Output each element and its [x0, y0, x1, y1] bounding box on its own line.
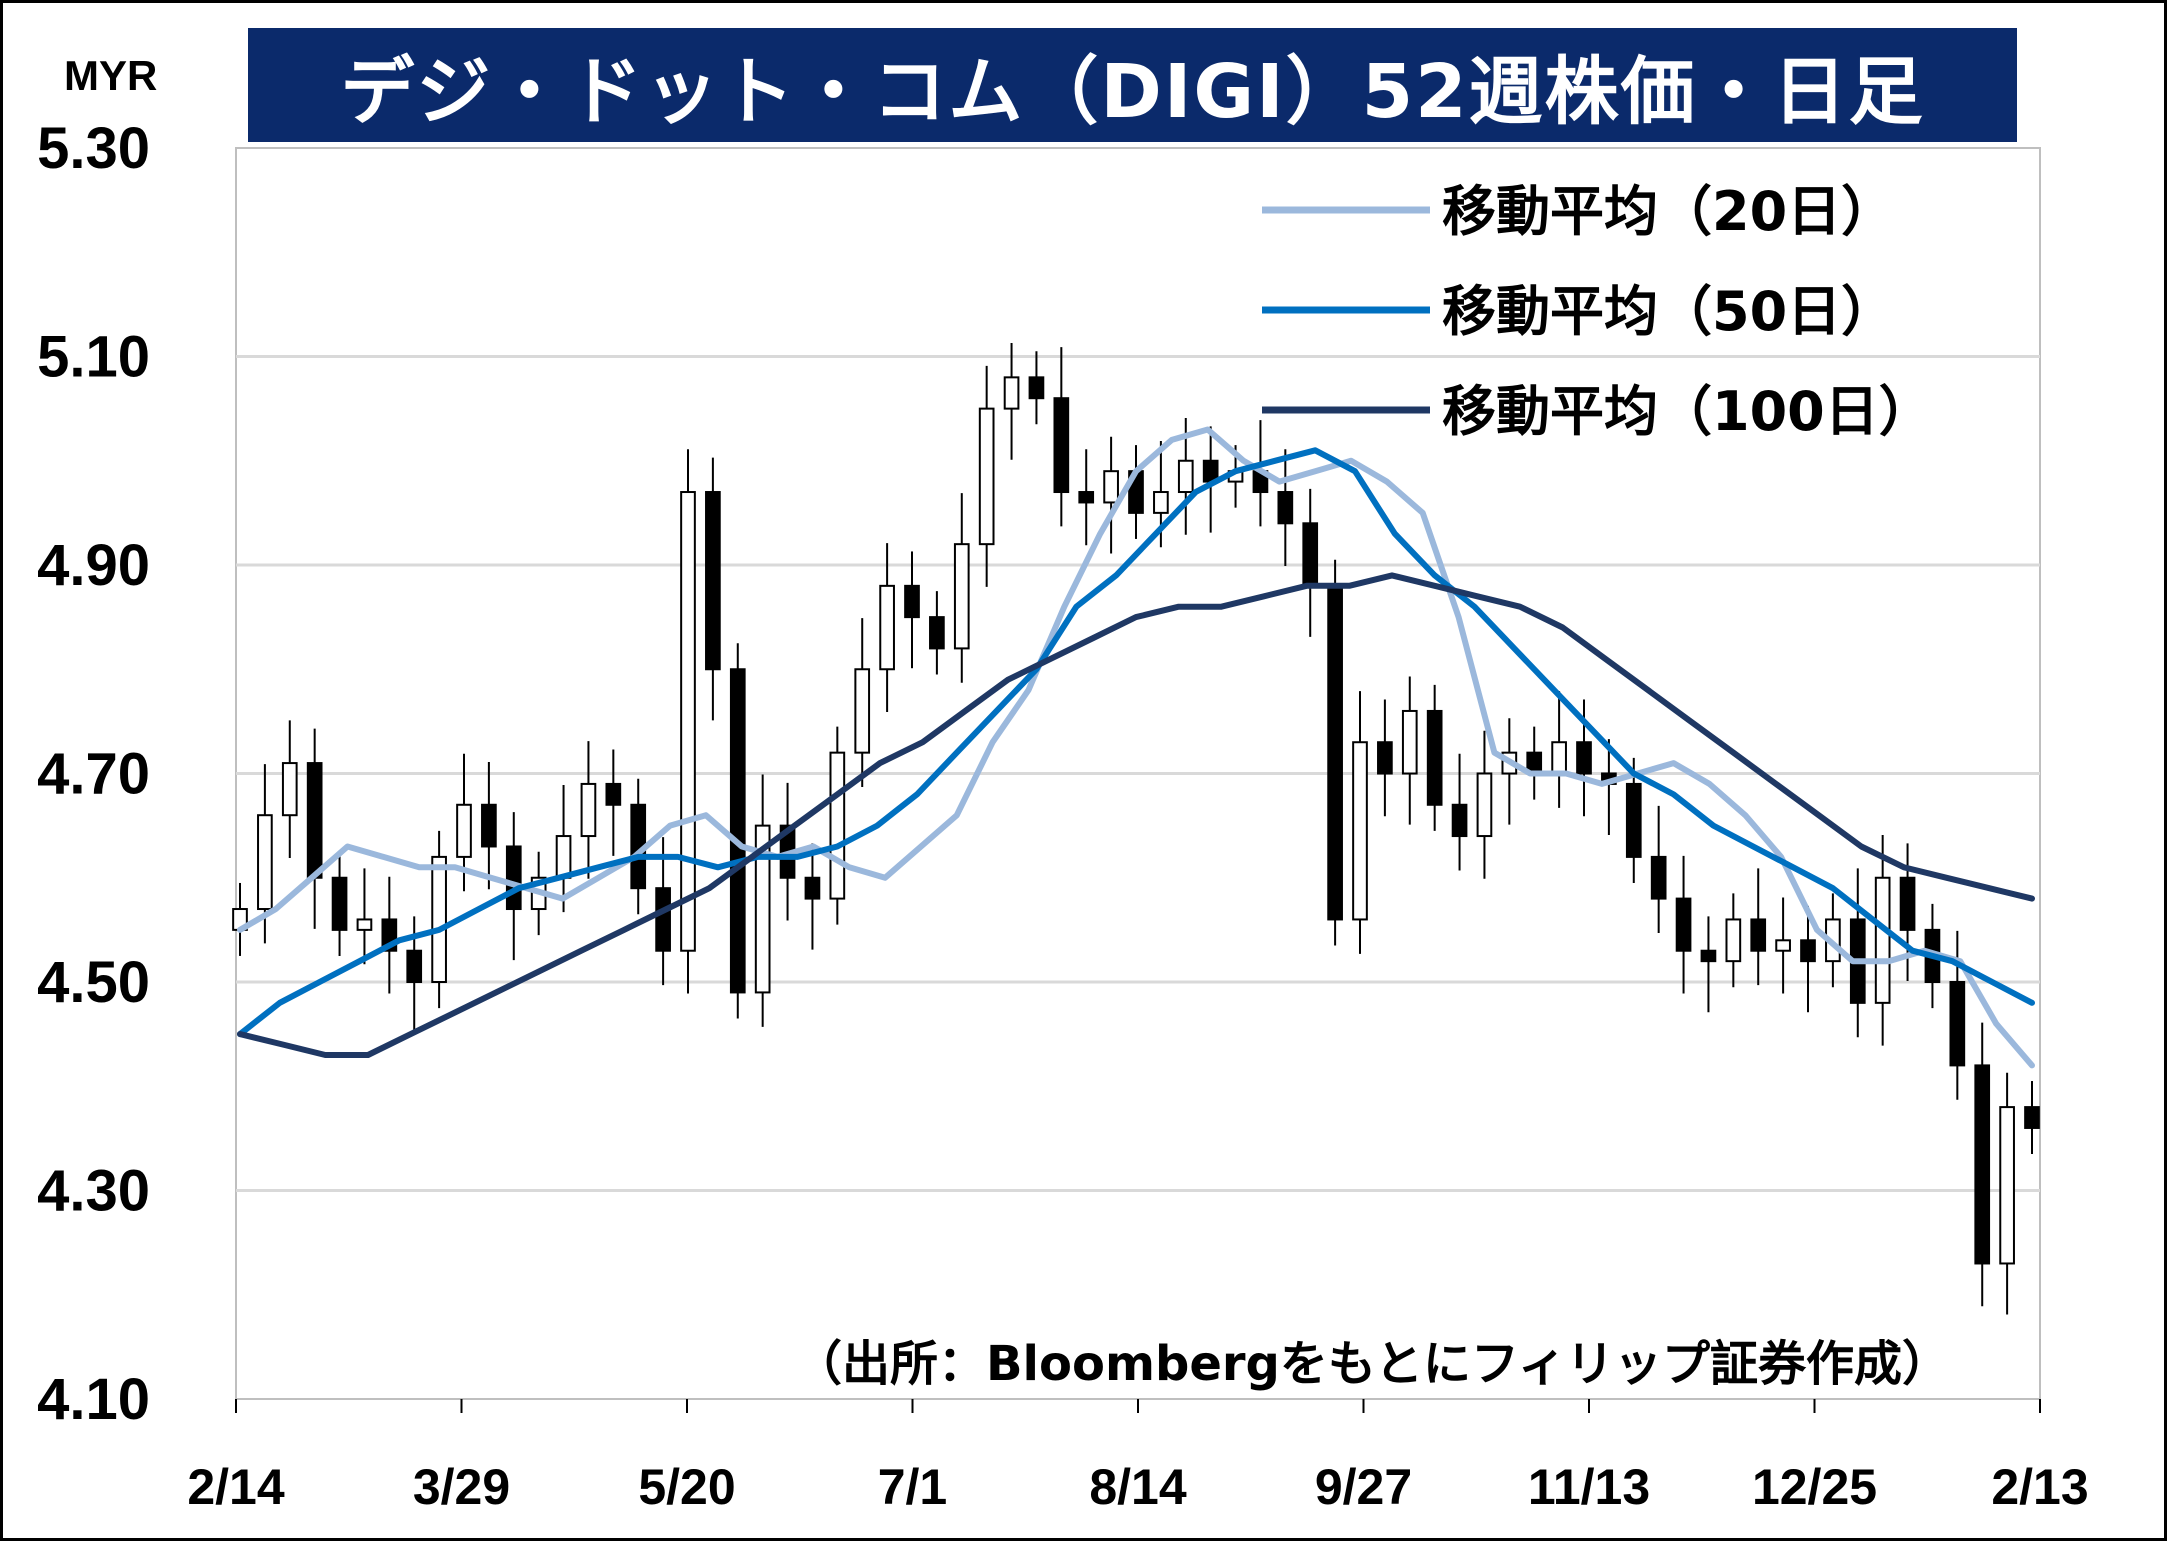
candle-body	[1078, 491, 1095, 504]
y-tick-label: 4.10	[37, 1367, 150, 1432]
candle-body	[1277, 491, 1294, 525]
ma-line-50	[237, 447, 2035, 1038]
candle-body	[1153, 491, 1169, 514]
source-note: （出所：Bloombergをもとにフィリップ証券作成）	[794, 1336, 1950, 1392]
x-tick-label: 2/14	[187, 1459, 285, 1515]
candle-body	[1352, 741, 1368, 921]
candle-body	[481, 803, 497, 848]
y-tick-label: 5.10	[37, 325, 150, 390]
candle-body	[1177, 459, 1194, 494]
candle-body	[1451, 803, 1468, 838]
candle-body	[1551, 741, 1567, 775]
candle-body	[555, 835, 572, 879]
candle-body	[306, 762, 323, 879]
candle-body	[1750, 918, 1767, 952]
candle-body	[281, 762, 298, 817]
candle-body	[431, 855, 447, 984]
x-tick-label: 9/27	[1315, 1459, 1412, 1515]
candle-body	[1103, 470, 1119, 504]
legend-label: 移動平均（50日）	[1442, 280, 1895, 343]
ma-line-20	[237, 426, 2035, 1069]
x-tick-label: 12/25	[1752, 1459, 1877, 1515]
candle-body	[929, 616, 945, 650]
candle-body	[1775, 939, 1791, 952]
candle-body	[2024, 1106, 2040, 1129]
candle-body	[605, 782, 622, 806]
x-tick-label: 8/14	[1089, 1459, 1187, 1515]
candle-body	[1874, 876, 1891, 1004]
candle-body	[1725, 918, 1742, 963]
candle-body	[1053, 397, 1070, 494]
candle-body	[904, 584, 920, 619]
y-tick-label: 4.90	[37, 533, 150, 598]
candle-body	[829, 751, 846, 900]
candle-body	[1377, 741, 1393, 775]
candle-body	[1949, 981, 1966, 1067]
candle-body	[1650, 855, 1667, 900]
candle-body	[804, 876, 821, 900]
candle-body	[1426, 709, 1443, 806]
candle-body	[1476, 772, 1493, 838]
y-tick-label: 4.70	[37, 742, 150, 807]
x-tick-label: 7/1	[878, 1459, 948, 1515]
candle-body	[754, 824, 771, 994]
candle-body	[1999, 1106, 2015, 1265]
candle-body	[1028, 376, 1045, 400]
candle-body	[1899, 876, 1916, 931]
x-tick-label: 2/13	[1991, 1459, 2088, 1515]
legend-label: 移動平均（20日）	[1442, 180, 1895, 243]
candle-body	[680, 491, 696, 952]
chart-title: デジ・ドット・コム（DIGI）52週株価・日足	[248, 28, 2017, 142]
candle-body	[879, 584, 895, 671]
candle-body	[1327, 584, 1343, 921]
candle-body	[580, 782, 597, 838]
y-tick-label: 4.50	[37, 950, 150, 1015]
candle-body	[729, 668, 746, 994]
candle-body	[505, 845, 522, 911]
y-unit-label: MYR	[64, 52, 158, 99]
candle-body	[953, 543, 970, 650]
x-tick-label: 3/29	[413, 1459, 510, 1515]
candle-body	[1401, 709, 1418, 775]
legend-label: 移動平均（100日）	[1442, 380, 1933, 443]
candle-body	[456, 803, 472, 858]
candle-body	[356, 918, 373, 931]
candle-body	[406, 949, 423, 983]
candle-body	[1700, 949, 1717, 963]
candle-body	[331, 876, 348, 931]
x-tick-label: 11/13	[1528, 1459, 1650, 1515]
candle-body	[854, 668, 871, 754]
candle-body	[1302, 522, 1319, 587]
candle-body	[1576, 741, 1592, 775]
y-tick-label: 5.30	[37, 116, 150, 181]
y-tick-label: 4.30	[37, 1159, 150, 1224]
x-tick-label: 5/20	[638, 1459, 735, 1515]
candle-body	[1974, 1064, 1991, 1265]
candle-body	[1800, 939, 1816, 963]
candle-body	[655, 887, 671, 952]
candle-body	[1625, 782, 1642, 858]
candle-body	[1003, 376, 1020, 410]
candle-body	[705, 491, 721, 671]
ma-line-100	[237, 572, 2035, 1058]
candle-body	[257, 814, 273, 911]
candle-body	[978, 407, 995, 546]
candle-body	[1675, 897, 1692, 952]
